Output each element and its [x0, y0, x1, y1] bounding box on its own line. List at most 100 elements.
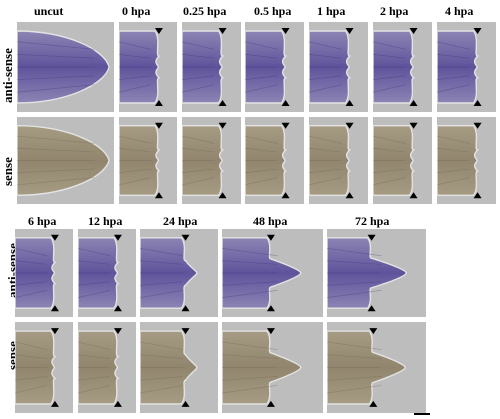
col-label-48hpa: 48 hpa [253, 214, 288, 228]
col-label-uncut: uncut [34, 4, 64, 18]
amputation-arrowhead-bottom [367, 305, 376, 312]
amputation-arrowhead-top [281, 28, 290, 34]
panel-antisense-72hpa-image [327, 234, 407, 312]
col-label-0hpa: 0 hpa [122, 4, 151, 18]
panel-sense-12hpa-image [78, 328, 122, 407]
amputation-arrowhead-top [113, 234, 122, 241]
col-label-025hpa: 0.25 hpa [183, 4, 227, 18]
amputation-arrowhead-bottom [345, 100, 354, 106]
panel-antisense-24hpa [140, 229, 218, 317]
panel-sense-uncut [17, 117, 114, 204]
row-label-antisense-top: anti-sense [0, 48, 15, 103]
panel-sense-0hpa-image [119, 122, 163, 199]
amputation-arrowhead-bottom [154, 192, 163, 199]
amputation-arrowhead-top [281, 122, 290, 129]
col-label-2hpa: 2 hpa [380, 4, 409, 18]
amputation-arrowhead-top [345, 122, 354, 129]
panel-sense-2hpa [373, 117, 432, 204]
amputation-arrowhead-top [473, 122, 482, 129]
panel-antisense-24hpa-image [140, 234, 198, 312]
panel-antisense-48hpa [222, 229, 323, 317]
amputation-arrowhead-bottom [154, 100, 163, 106]
panel-antisense-05hpa [245, 22, 304, 112]
panel-sense-025hpa-image [182, 122, 227, 199]
panel-antisense-4hpa-image [437, 28, 482, 106]
col-label-05hpa: 0.5 hpa [254, 4, 292, 18]
amputation-arrowhead-top [369, 328, 378, 335]
panel-sense-72hpa-image [327, 328, 406, 407]
panel-sense-4hpa [437, 117, 496, 204]
row-label-sense-top: sense [0, 157, 15, 186]
panel-sense-05hpa [245, 117, 304, 204]
panel-sense-12hpa [78, 322, 136, 413]
amputation-arrowhead-top [345, 28, 354, 34]
panel-antisense-72hpa [327, 229, 426, 317]
panel-sense-24hpa-image [140, 328, 198, 407]
amputation-arrowhead-bottom [181, 305, 190, 312]
panel-sense-48hpa [222, 322, 323, 413]
amputation-arrowhead-top [266, 234, 275, 241]
amputation-arrowhead-bottom [369, 400, 378, 407]
panel-antisense-4hpa [437, 22, 496, 112]
amputation-arrowhead-bottom [266, 400, 275, 407]
amputation-arrowhead-bottom [181, 400, 190, 407]
panel-antisense-05hpa-image [245, 28, 290, 106]
amputation-arrowhead-bottom [473, 192, 482, 199]
panel-antisense-6hpa [15, 229, 73, 317]
panel-sense-72hpa [327, 322, 426, 413]
panel-antisense-uncut-image [17, 30, 110, 104]
amputation-arrowhead-top [266, 328, 275, 335]
panel-antisense-12hpa-image [78, 234, 122, 312]
amputation-arrowhead-top [218, 122, 227, 129]
panel-sense-6hpa-image [15, 328, 59, 407]
panel-sense-1hpa-image [309, 122, 354, 199]
panel-antisense-1hpa [309, 22, 368, 112]
panel-antisense-12hpa [78, 229, 136, 317]
panel-sense-05hpa-image [245, 122, 290, 199]
amputation-arrowhead-bottom [50, 400, 59, 407]
panel-antisense-48hpa-image [222, 234, 302, 312]
amputation-arrowhead-bottom [473, 100, 482, 106]
panel-antisense-1hpa-image [309, 28, 354, 106]
panel-sense-uncut-image [17, 124, 110, 197]
col-label-24hpa: 24 hpa [163, 214, 198, 228]
panel-sense-4hpa-image [437, 122, 482, 199]
amputation-arrowhead-top [181, 234, 190, 241]
amputation-arrowhead-bottom [345, 192, 354, 199]
panel-antisense-025hpa-image [182, 28, 227, 106]
amputation-arrowhead-bottom [113, 305, 122, 312]
panel-sense-24hpa [140, 322, 218, 413]
amputation-arrowhead-bottom [281, 192, 290, 199]
amputation-arrowhead-bottom [409, 192, 418, 199]
amputation-arrowhead-bottom [113, 400, 122, 407]
panel-antisense-0hpa [119, 22, 177, 112]
panel-antisense-2hpa-image [373, 28, 418, 106]
panel-antisense-uncut [17, 22, 114, 112]
panel-antisense-2hpa [373, 22, 432, 112]
amputation-arrowhead-top [409, 28, 418, 34]
panel-sense-6hpa [15, 322, 73, 413]
col-label-12hpa: 12 hpa [88, 214, 123, 228]
amputation-arrowhead-top [50, 328, 59, 335]
panel-sense-48hpa-image [222, 328, 302, 407]
panel-sense-025hpa [182, 117, 241, 204]
panel-sense-1hpa [309, 117, 368, 204]
col-label-6hpa: 6 hpa [28, 214, 57, 228]
panel-antisense-0hpa-image [119, 28, 163, 106]
amputation-arrowhead-top [154, 28, 163, 34]
amputation-arrowhead-top [218, 28, 227, 34]
col-label-1hpa: 1 hpa [317, 4, 346, 18]
panel-sense-0hpa [119, 117, 177, 204]
panel-antisense-025hpa [182, 22, 241, 112]
scale-bar [414, 413, 430, 415]
col-label-4hpa: 4 hpa [445, 4, 474, 18]
amputation-arrowhead-bottom [50, 305, 59, 312]
panel-antisense-6hpa-image [15, 234, 59, 312]
amputation-arrowhead-top [50, 234, 59, 241]
amputation-arrowhead-bottom [409, 100, 418, 106]
amputation-arrowhead-top [473, 28, 482, 34]
amputation-arrowhead-top [113, 328, 122, 335]
amputation-arrowhead-bottom [218, 192, 227, 199]
amputation-arrowhead-top [409, 122, 418, 129]
col-label-72hpa: 72 hpa [355, 214, 390, 228]
